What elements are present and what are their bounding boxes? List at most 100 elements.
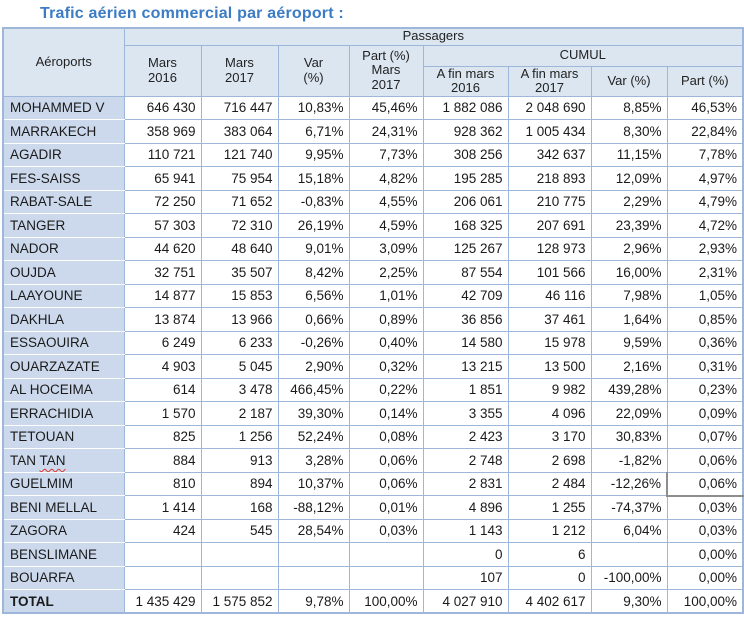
value-cell[interactable]: 75 954: [200, 166, 279, 191]
value-cell[interactable]: 2,31%: [666, 260, 744, 285]
value-cell[interactable]: 810: [123, 471, 202, 497]
value-cell[interactable]: 26,19%: [277, 213, 350, 238]
value-cell[interactable]: 9,95%: [277, 142, 350, 168]
value-cell[interactable]: 0,07%: [666, 424, 744, 450]
value-cell[interactable]: 0,00%: [666, 565, 744, 591]
value-cell[interactable]: 1,05%: [666, 283, 744, 309]
value-cell[interactable]: 0,01%: [348, 495, 424, 520]
value-cell[interactable]: 5 045: [200, 354, 279, 379]
value-cell[interactable]: 0: [507, 565, 592, 591]
value-cell[interactable]: 72 250: [123, 189, 202, 215]
value-cell[interactable]: 4,72%: [666, 213, 744, 238]
value-cell[interactable]: 0,32%: [348, 354, 424, 379]
value-cell[interactable]: 45,46%: [348, 95, 424, 121]
value-cell[interactable]: 308 256: [422, 142, 509, 168]
value-cell[interactable]: 4 096: [507, 401, 592, 426]
value-cell[interactable]: 101 566: [507, 260, 592, 285]
value-cell[interactable]: 12,09%: [590, 166, 668, 191]
value-cell[interactable]: 15 978: [507, 330, 592, 356]
airport-name-cell[interactable]: AGADIR: [2, 142, 125, 168]
value-cell[interactable]: 4,82%: [348, 166, 424, 191]
value-cell[interactable]: 1 882 086: [422, 95, 509, 121]
value-cell[interactable]: 2 831: [422, 471, 509, 497]
airport-name-cell[interactable]: OUARZAZATE: [2, 354, 125, 379]
value-cell[interactable]: 466,45%: [277, 377, 350, 403]
value-cell[interactable]: 424: [123, 518, 202, 544]
value-cell[interactable]: 1 435 429: [123, 589, 202, 614]
value-cell[interactable]: 42 709: [422, 283, 509, 309]
value-cell[interactable]: 6,04%: [590, 518, 668, 544]
value-cell[interactable]: 0,06%: [348, 471, 424, 497]
value-cell[interactable]: 9,01%: [277, 236, 350, 262]
value-cell[interactable]: 100,00%: [666, 589, 744, 614]
value-cell[interactable]: 44 620: [123, 236, 202, 262]
value-cell[interactable]: 11,15%: [590, 142, 668, 168]
value-cell[interactable]: 4,97%: [666, 166, 744, 191]
value-cell[interactable]: 28,54%: [277, 518, 350, 544]
value-cell[interactable]: 0,08%: [348, 424, 424, 450]
airport-name-cell[interactable]: BOUARFA: [2, 565, 125, 591]
value-cell[interactable]: 57 303: [123, 213, 202, 238]
value-cell[interactable]: 9,59%: [590, 330, 668, 356]
value-cell[interactable]: 3 478: [200, 377, 279, 403]
value-cell[interactable]: 1 851: [422, 377, 509, 403]
value-cell[interactable]: 1 005 434: [507, 119, 592, 144]
value-cell[interactable]: 22,84%: [666, 119, 744, 144]
value-cell[interactable]: 2,96%: [590, 236, 668, 262]
value-cell[interactable]: 8,42%: [277, 260, 350, 285]
value-cell[interactable]: 15 853: [200, 283, 279, 309]
airport-name-cell[interactable]: NADOR: [2, 236, 125, 262]
value-cell[interactable]: 13 966: [200, 307, 279, 332]
value-cell[interactable]: 22,09%: [590, 401, 668, 426]
value-cell[interactable]: 121 740: [200, 142, 279, 168]
value-cell[interactable]: 0,36%: [666, 330, 744, 356]
value-cell[interactable]: 913: [200, 448, 279, 473]
value-cell[interactable]: 2,93%: [666, 236, 744, 262]
airport-name-cell[interactable]: RABAT-SALE: [2, 189, 125, 215]
value-cell[interactable]: 928 362: [422, 119, 509, 144]
airport-name-cell[interactable]: FES-SAISS: [2, 166, 125, 191]
value-cell[interactable]: 0,22%: [348, 377, 424, 403]
airport-name-cell[interactable]: OUJDA: [2, 260, 125, 285]
value-cell[interactable]: 30,83%: [590, 424, 668, 450]
value-cell[interactable]: 1 414: [123, 495, 202, 520]
value-cell[interactable]: 9,78%: [277, 589, 350, 614]
airport-name-cell[interactable]: LAAYOUNE: [2, 283, 125, 309]
value-cell[interactable]: 3,09%: [348, 236, 424, 262]
value-cell[interactable]: [277, 565, 350, 591]
airport-name-cell[interactable]: AL HOCEIMA: [2, 377, 125, 403]
value-cell[interactable]: 1,01%: [348, 283, 424, 309]
value-cell[interactable]: 4 896: [422, 495, 509, 520]
value-cell[interactable]: [200, 542, 279, 567]
value-cell[interactable]: 4,79%: [666, 189, 744, 215]
value-cell[interactable]: 7,73%: [348, 142, 424, 168]
value-cell[interactable]: 7,78%: [666, 142, 744, 168]
value-cell[interactable]: 2 698: [507, 448, 592, 473]
value-cell[interactable]: 195 285: [422, 166, 509, 191]
value-cell[interactable]: 0,85%: [666, 307, 744, 332]
value-cell[interactable]: 1,64%: [590, 307, 668, 332]
value-cell[interactable]: 71 652: [200, 189, 279, 215]
value-cell[interactable]: 32 751: [123, 260, 202, 285]
airport-name-cell[interactable]: TANGER: [2, 213, 125, 238]
value-cell[interactable]: 15,18%: [277, 166, 350, 191]
airport-name-cell[interactable]: BENI MELLAL: [2, 495, 125, 520]
value-cell[interactable]: 6 249: [123, 330, 202, 356]
value-cell[interactable]: 6,56%: [277, 283, 350, 309]
value-cell[interactable]: 206 061: [422, 189, 509, 215]
airport-name-cell[interactable]: TOTAL: [2, 589, 125, 614]
value-cell[interactable]: 0,31%: [666, 354, 744, 379]
value-cell[interactable]: 0,09%: [666, 401, 744, 426]
value-cell[interactable]: 2 748: [422, 448, 509, 473]
value-cell[interactable]: 358 969: [123, 119, 202, 144]
airport-name-cell[interactable]: TETOUAN: [2, 424, 125, 450]
value-cell[interactable]: 439,28%: [590, 377, 668, 403]
value-cell[interactable]: 3 355: [422, 401, 509, 426]
value-cell[interactable]: 0,40%: [348, 330, 424, 356]
value-cell[interactable]: 23,39%: [590, 213, 668, 238]
airport-name-cell[interactable]: ESSAOUIRA: [2, 330, 125, 356]
value-cell[interactable]: 1 256: [200, 424, 279, 450]
value-cell[interactable]: 894: [200, 471, 279, 497]
airport-name-cell[interactable]: TAN TAN: [2, 448, 125, 473]
airport-name-cell[interactable]: GUELMIM: [2, 471, 125, 497]
